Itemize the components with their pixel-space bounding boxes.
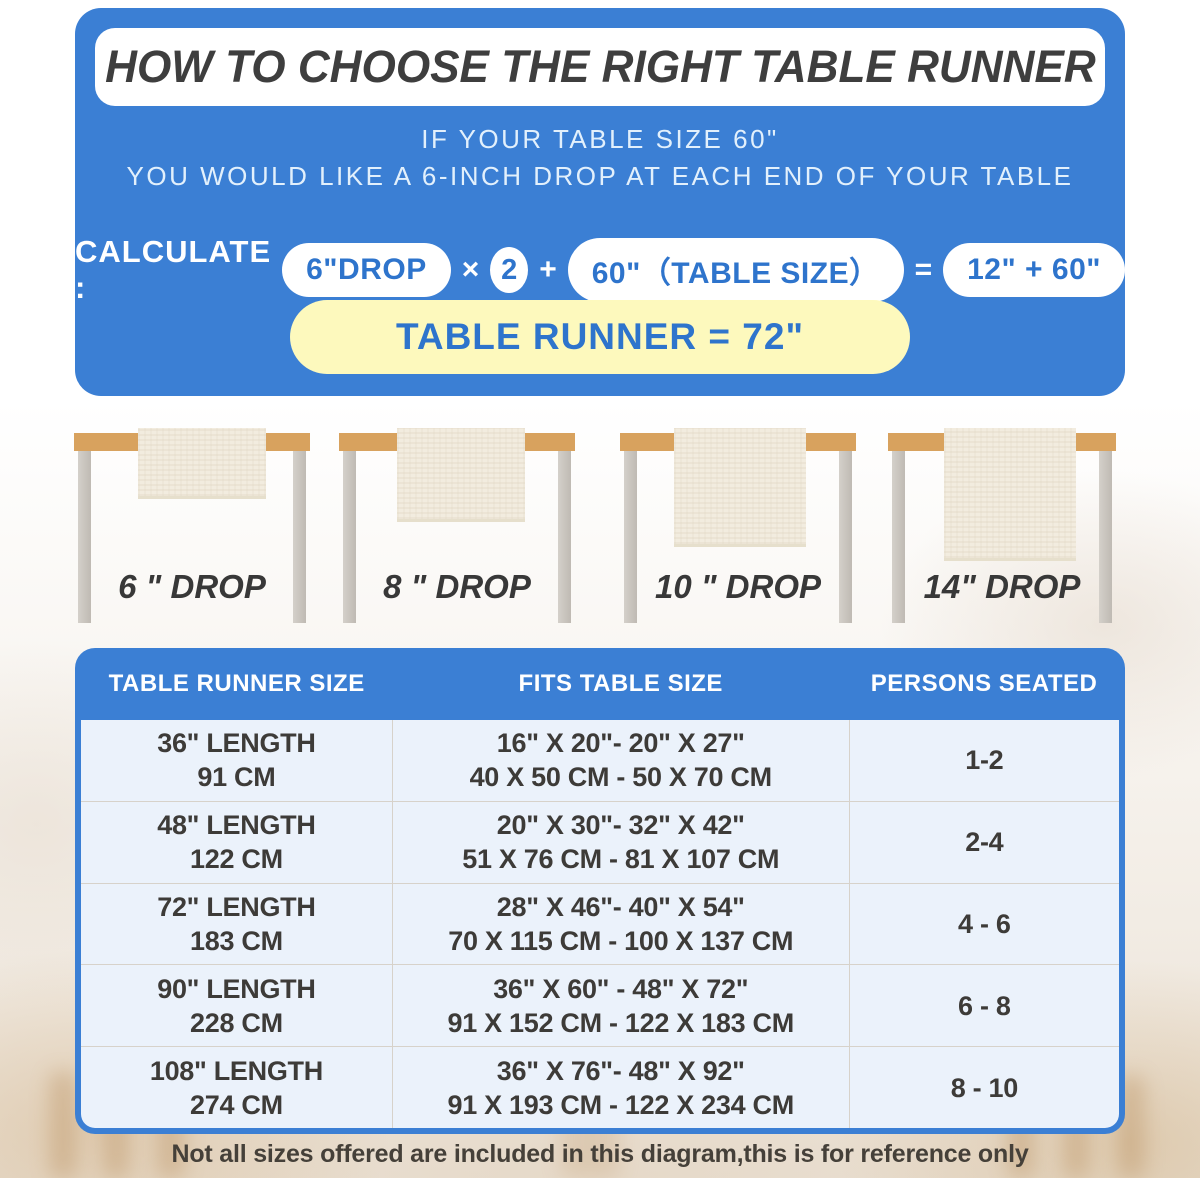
column-header-fits-table-size: FITS TABLE SIZE — [518, 670, 723, 697]
runner-size-in: 90" LENGTH — [157, 973, 316, 1004]
table-leg — [78, 451, 91, 623]
runner-size-in: 36" LENGTH — [157, 728, 316, 759]
runner-size-cm: 91 CM — [197, 762, 276, 793]
fits-size-cm: 91 X 193 CM - 122 X 234 CM — [447, 1089, 795, 1120]
persons-seated: 6 - 8 — [958, 990, 1011, 1021]
drop-illustrations: 6 " DROP 8 " DROP 10 " DROP 14" DROP — [0, 420, 1200, 650]
persons-seated: 8 - 10 — [950, 1072, 1019, 1103]
multiply-sign: × — [461, 253, 480, 286]
table-illustration-6-drop: 6 " DROP — [74, 420, 310, 650]
runner-size-in: 108" LENGTH — [149, 1055, 323, 1086]
column-header-persons-seated: PERSONS SEATED — [870, 670, 1098, 697]
equals-sign: = — [914, 253, 933, 286]
persons-seated: 4 - 6 — [958, 908, 1011, 939]
table-illustration-10-drop: 10 " DROP — [620, 420, 856, 650]
fits-size-in: 28" X 46"- 40" X 54" — [496, 891, 745, 922]
drop-label: 8 " DROP — [383, 568, 531, 605]
table-row: 90" LENGTH 228 CM 36" X 60" - 48" X 72" … — [81, 965, 1119, 1048]
runner-size-cm: 122 CM — [190, 844, 283, 875]
column-header-runner-size: TABLE RUNNER SIZE — [108, 670, 365, 697]
result-pill: TABLE RUNNER = 72" — [290, 300, 910, 374]
table-illustration-14-drop: 14" DROP — [888, 420, 1116, 650]
subtitle-line-2: YOU WOULD LIKE A 6-INCH DROP AT EACH END… — [126, 161, 1074, 191]
table-row: 108" LENGTH 274 CM 36" X 76"- 48" X 92" … — [81, 1047, 1119, 1128]
fits-size-in: 16" X 20"- 20" X 27" — [496, 728, 745, 759]
calculate-label: CALCULATE : — [75, 234, 272, 305]
runner-size-in: 72" LENGTH — [157, 891, 316, 922]
drop-label: 10 " DROP — [654, 568, 822, 605]
size-chart-panel: TABLE RUNNER SIZE FITS TABLE SIZE PERSON… — [75, 648, 1125, 1134]
table-leg — [839, 451, 852, 623]
calculation-row: CALCULATE : 6"DROP × 2 + 60"（TABLE SIZE）… — [75, 234, 1125, 306]
fits-size-in: 36" X 60" - 48" X 72" — [493, 973, 749, 1004]
runner-size-cm: 228 CM — [190, 1007, 283, 1038]
fits-size-cm: 40 X 50 CM - 50 X 70 CM — [469, 762, 773, 793]
table-leg — [293, 451, 306, 623]
hero-panel: HOW TO CHOOSE THE RIGHT TABLE RUNNER IF … — [75, 8, 1125, 396]
table-size-pill: 60"（TABLE SIZE） — [567, 238, 904, 302]
runner-size-in: 48" LENGTH — [157, 810, 316, 841]
table-row: 72" LENGTH 183 CM 28" X 46"- 40" X 54" 7… — [81, 883, 1119, 966]
background-blur-shape — [50, 1072, 76, 1178]
runner-drape — [397, 428, 525, 522]
table-leg — [1099, 451, 1112, 623]
table-leg — [892, 451, 905, 623]
subtitle-line-1: IF YOUR TABLE SIZE 60" — [421, 124, 779, 154]
page-title: HOW TO CHOOSE THE RIGHT TABLE RUNNER — [104, 41, 1096, 92]
table-leg — [558, 451, 571, 623]
persons-seated: 1-2 — [965, 745, 1004, 776]
footer-note: Not all sizes offered are included in th… — [171, 1140, 1029, 1168]
size-chart-header: TABLE RUNNER SIZE FITS TABLE SIZE PERSON… — [81, 648, 1119, 720]
runner-size-cm: 183 CM — [190, 925, 283, 956]
runner-drape — [138, 428, 266, 499]
drop-label: 14" DROP — [923, 568, 1081, 605]
multiplier-badge: 2 — [490, 247, 529, 293]
runner-drape — [944, 428, 1076, 561]
fits-size-cm: 70 X 115 CM - 100 X 137 CM — [448, 925, 794, 956]
size-chart-body: 36" LENGTH 91 CM 16" X 20"- 20" X 27" 40… — [81, 720, 1119, 1128]
persons-seated: 2-4 — [965, 827, 1004, 858]
title-banner: HOW TO CHOOSE THE RIGHT TABLE RUNNER — [95, 28, 1105, 106]
runner-size-cm: 274 CM — [190, 1089, 283, 1120]
table-illustration-8-drop: 8 " DROP — [339, 420, 575, 650]
fits-size-in: 36" X 76"- 48" X 92" — [496, 1055, 745, 1086]
table-leg — [343, 451, 356, 623]
drop-value-pill: 6"DROP — [282, 243, 451, 297]
table-leg — [624, 451, 637, 623]
fits-size-cm: 51 X 76 CM - 81 X 107 CM — [462, 844, 780, 875]
table-row: 36" LENGTH 91 CM 16" X 20"- 20" X 27" 40… — [81, 720, 1119, 802]
fits-size-in: 20" X 30"- 32" X 42" — [496, 810, 745, 841]
drop-label: 6 " DROP — [118, 568, 266, 605]
plus-sign: + — [539, 253, 557, 286]
runner-drape — [674, 428, 806, 547]
table-row: 48" LENGTH 122 CM 20" X 30"- 32" X 42" 5… — [81, 801, 1119, 884]
sum-pill: 12" + 60" — [943, 243, 1125, 297]
fits-size-cm: 91 X 152 CM - 122 X 183 CM — [447, 1007, 795, 1038]
